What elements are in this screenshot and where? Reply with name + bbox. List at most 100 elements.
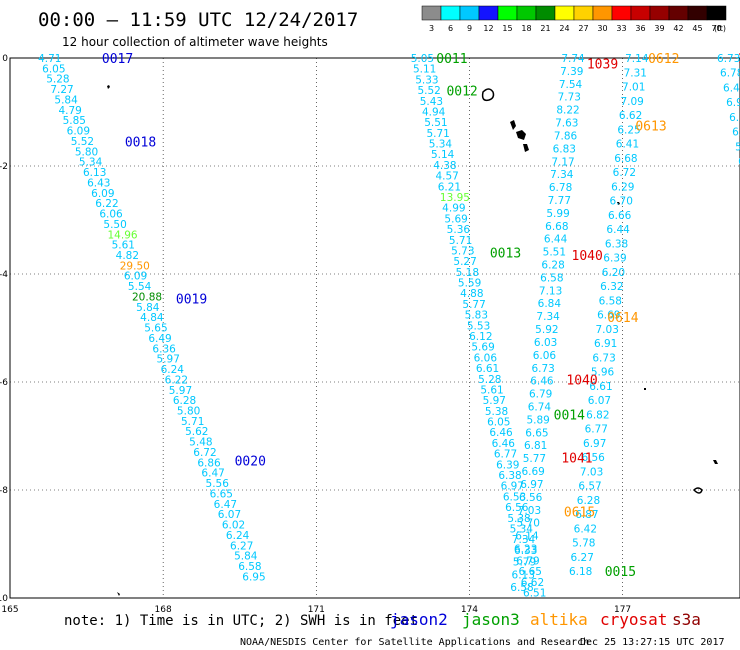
swh-value: 6.70: [610, 196, 633, 208]
swh-value: 6.14: [515, 531, 539, 543]
swh-value: 6.28: [173, 395, 196, 407]
swh-value: 7.34: [512, 534, 536, 546]
swh-value: 5.96: [591, 367, 615, 379]
swh-value: 6.06: [533, 350, 557, 362]
swh-value: 5.28: [46, 74, 69, 86]
swh-value: 5.18: [456, 267, 479, 279]
swh-value: 6.97: [520, 479, 543, 491]
swh-value: 5.80: [75, 146, 98, 158]
swh-value: 5.65: [144, 323, 167, 335]
swh-value: 5.71: [449, 235, 472, 247]
swh-value: 5.99: [546, 208, 569, 220]
swh-value: 5.84: [136, 302, 160, 314]
swh-value: 6.20: [602, 267, 625, 279]
legend-swatch: [611, 5, 632, 21]
swh-value: 6.61: [589, 381, 612, 393]
swh-value: 5.84: [54, 94, 78, 106]
swh-value: 6.09: [67, 126, 90, 138]
legend-label: 21: [540, 24, 550, 33]
pass-label: 0014: [554, 408, 585, 423]
pass-label: 1: [737, 52, 740, 67]
legend-label: 6: [448, 24, 453, 33]
swh-value: 5.56: [206, 478, 230, 490]
swh-value: 5.52: [417, 85, 440, 97]
swh-value: 5.34: [429, 139, 453, 151]
satellite-name: s3a: [672, 610, 701, 629]
swh-value: 6.69: [521, 466, 544, 478]
swh-value: 6.97: [583, 438, 606, 450]
pass-label: 1039: [587, 57, 618, 72]
swh-value: 6.77: [585, 424, 608, 436]
swh-value: 6.24: [226, 530, 250, 542]
swh-value: 6.84: [538, 298, 562, 310]
pass-label: 0613: [635, 120, 666, 135]
swh-value: 7.86: [554, 130, 578, 142]
swh-value: 20.88: [132, 291, 162, 303]
swh-value: 5.38: [507, 513, 530, 525]
swh-value: 14.96: [108, 229, 138, 241]
swh-value: 6.58: [599, 295, 622, 307]
swh-value: 6.33: [514, 545, 537, 557]
legend-swatch: [687, 5, 708, 21]
swh-value: 6.56: [581, 452, 605, 464]
swh-value: 6.38: [498, 470, 521, 482]
legend-label: 42: [673, 24, 683, 33]
swh-value: 6.47: [201, 468, 224, 480]
swh-value: 7.01: [622, 82, 645, 94]
swh-value: 6.25: [617, 124, 640, 136]
swh-value: 6.79: [529, 389, 552, 401]
swh-value: 4.71: [38, 53, 61, 65]
swh-value: 6.39: [496, 459, 519, 471]
swh-value: 6.07: [588, 395, 611, 407]
swh-value: 5.78: [572, 538, 595, 550]
x-tick-label: 168: [155, 605, 172, 615]
swh-value: 5.77: [523, 453, 546, 465]
legend-swatch: [573, 5, 594, 21]
swh-value: 7.39: [560, 66, 583, 78]
legend-swatch: [421, 5, 442, 21]
swh-value: 6.73: [717, 53, 740, 65]
legend-label: 30: [597, 24, 607, 33]
pass-label: 1041: [561, 452, 592, 467]
swh-value: 7.77: [548, 195, 571, 207]
swh-value: 5.79: [513, 556, 536, 568]
swh-value: 6.47: [214, 499, 237, 511]
swh-value: 5.34: [510, 523, 534, 535]
swh-value: 6.05: [42, 63, 65, 75]
islands: [107, 85, 718, 596]
swh-value: 6.61: [476, 363, 499, 375]
swh-tracks: 4.716.055.287.275.844.795.856.095.525.80…: [38, 53, 740, 600]
swh-value: 5.28: [478, 374, 501, 386]
swh-value: 6.03: [534, 337, 557, 349]
pass-label: 0020: [235, 454, 266, 469]
swh-value: 5.51: [424, 117, 447, 129]
swh-value: 6.13: [512, 569, 535, 581]
pass-label: 0011: [436, 52, 467, 67]
footer-timestamp: Dec 25 13:27:15 UTC 2017: [580, 637, 725, 648]
pass-labels: 0017 0018 0019 0020 0011 0012 0013 0014 0015 0612…: [102, 52, 740, 580]
legend-swatch: [592, 5, 613, 21]
swh-value: 6.79: [516, 556, 539, 568]
swh-value: 6.78: [729, 112, 740, 124]
swh-value: 7.03: [596, 324, 619, 336]
swh-value: 6.65: [210, 488, 233, 500]
swh-value: 4.38: [433, 160, 456, 172]
swh-value: 7.34: [550, 169, 574, 181]
swh-value: 4.82: [116, 250, 139, 262]
swh-value: 5.89: [526, 414, 549, 426]
swh-value: 4.88: [460, 288, 483, 300]
swh-value: 6.65: [519, 566, 542, 578]
legend-label: 24: [559, 24, 569, 33]
legend-swatch: [649, 5, 670, 21]
swh-value: 6.87: [575, 509, 598, 521]
swh-value: 7.03: [518, 505, 541, 517]
x-tick-label: 165: [1, 605, 18, 615]
legend-label: 15: [502, 24, 512, 33]
swh-value: 6.77: [494, 449, 517, 461]
swh-value: 6.57: [578, 481, 601, 493]
swh-value: 5.43: [420, 96, 443, 108]
swh-value: 6.97: [726, 97, 740, 109]
swh-value: 5.34: [79, 157, 103, 169]
pass-label: 0612: [648, 52, 679, 67]
legend-swatch: [459, 5, 480, 21]
